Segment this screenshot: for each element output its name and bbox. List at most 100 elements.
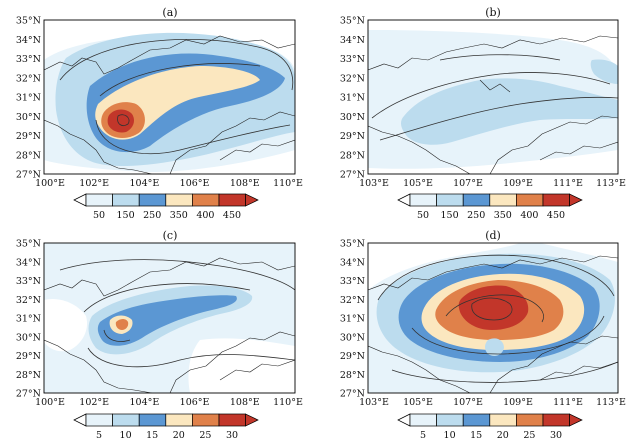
lat-labels: 35°N 34°N 33°N 32°N 31°N 30°N 29°N 28°N … (16, 239, 41, 400)
lat-label: 29°N (16, 351, 41, 362)
colorbar-label: 450 (547, 210, 565, 221)
colorbar-label: 25 (523, 430, 535, 441)
colorbar: 50 150 250 350 400 450 (397, 193, 583, 221)
lat-label: 30°N (16, 332, 41, 343)
panel-b: (b) 35°N 34°N 33°N 32°N 31°N 30°N 29°N 2… (340, 6, 626, 221)
lat-label: 30°N (340, 112, 365, 123)
lon-label: 111°E (553, 397, 583, 408)
lon-label: 113°E (596, 178, 626, 189)
colorbar-label: 5 (96, 430, 102, 441)
lat-label: 33°N (340, 54, 365, 65)
map-field (368, 20, 618, 174)
colorbar: 5 10 15 20 25 30 (397, 413, 583, 441)
colorbar-label: 250 (467, 210, 485, 221)
colorbar-label: 50 (93, 210, 105, 221)
lon-label: 100°E (35, 397, 65, 408)
colorbar-label: 450 (223, 210, 241, 221)
lat-label: 35°N (340, 16, 365, 27)
lat-label: 27°N (16, 170, 41, 181)
map-field (368, 243, 618, 393)
lon-label: 105°E (403, 397, 433, 408)
colorbar: 5 10 15 20 25 30 (73, 413, 259, 441)
lon-label: 107°E (453, 178, 483, 189)
lon-labels: 100°E 102°E 104°E 106°E 108°E 110°E (35, 178, 303, 189)
lat-label: 32°N (340, 73, 365, 84)
colorbar-label: 30 (226, 430, 238, 441)
lon-label: 111°E (553, 178, 583, 189)
lon-label: 108°E (230, 178, 260, 189)
lat-label: 29°N (16, 131, 41, 142)
lat-label: 33°N (16, 276, 41, 287)
colorbar-label: 50 (417, 210, 429, 221)
lat-label: 30°N (340, 332, 365, 343)
lat-label: 30°N (16, 112, 41, 123)
lat-label: 31°N (340, 93, 365, 104)
map-field (44, 20, 295, 174)
lat-label: 27°N (340, 170, 365, 181)
lat-label: 28°N (340, 370, 365, 381)
lat-label: 33°N (340, 276, 365, 287)
lon-label: 106°E (180, 178, 210, 189)
lon-label: 103°E (359, 397, 389, 408)
lon-label: 102°E (79, 178, 109, 189)
panel-c: (c) 35°N 34°N 33°N 32°N 31°N 30°N (16, 229, 303, 441)
colorbar-label: 400 (520, 210, 538, 221)
colorbar-label: 400 (196, 210, 214, 221)
colorbar-label: 10 (444, 430, 456, 441)
lat-labels: 35°N 34°N 33°N 32°N 31°N 30°N 29°N 28°N … (16, 16, 41, 181)
lon-label: 105°E (403, 178, 433, 189)
lon-label: 109°E (503, 178, 533, 189)
lat-label: 31°N (16, 93, 41, 104)
lon-label: 113°E (596, 397, 626, 408)
lat-label: 34°N (340, 257, 365, 268)
lat-label: 28°N (340, 150, 365, 161)
lat-label: 35°N (340, 239, 365, 250)
colorbar-label: 15 (470, 430, 482, 441)
lat-label: 28°N (16, 370, 41, 381)
lat-label: 29°N (340, 351, 365, 362)
lat-label: 31°N (16, 314, 41, 325)
lat-label: 31°N (340, 314, 365, 325)
lon-label: 104°E (129, 397, 159, 408)
colorbar-label: 5 (420, 430, 426, 441)
panel-label: (b) (485, 6, 501, 19)
lat-label: 35°N (16, 239, 41, 250)
lat-labels: 35°N 34°N 33°N 32°N 31°N 30°N 29°N 28°N … (340, 16, 365, 181)
map-field (44, 243, 295, 393)
panel-a: (a) 35°N 34°N 33°N 32°N 31°N 30°N (16, 6, 303, 221)
lon-label: 104°E (129, 178, 159, 189)
lat-label: 34°N (16, 257, 41, 268)
colorbar-label: 150 (117, 210, 135, 221)
panel-d: (d) 35°N 34°N 33°N 32°N (340, 229, 626, 441)
colorbar-label: 350 (170, 210, 188, 221)
colorbar-label: 250 (143, 210, 161, 221)
lat-label: 33°N (16, 54, 41, 65)
lat-label: 27°N (340, 389, 365, 400)
panel-label: (c) (163, 229, 178, 242)
lat-label: 34°N (16, 35, 41, 46)
lon-labels: 100°E 102°E 104°E 106°E 108°E 110°E (35, 397, 303, 408)
colorbar-label: 30 (550, 430, 562, 441)
lon-label: 102°E (79, 397, 109, 408)
colorbar-label: 150 (441, 210, 459, 221)
lon-labels: 103°E 105°E 107°E 109°E 111°E 113°E (359, 397, 626, 408)
lon-label: 107°E (453, 397, 483, 408)
colorbar-label: 15 (146, 430, 158, 441)
lat-label: 27°N (16, 389, 41, 400)
colorbar-label: 25 (199, 430, 211, 441)
lat-label: 32°N (16, 295, 41, 306)
lat-label: 34°N (340, 35, 365, 46)
lat-label: 32°N (16, 73, 41, 84)
colorbar-label: 350 (494, 210, 512, 221)
panel-label: (d) (485, 229, 501, 242)
lon-label: 110°E (273, 178, 303, 189)
lon-labels: 103°E 105°E 107°E 109°E 111°E 113°E (359, 178, 626, 189)
lon-label: 100°E (35, 178, 65, 189)
lon-label: 103°E (359, 178, 389, 189)
colorbar: 50 150 250 350 400 450 (73, 193, 259, 221)
colorbar-label: 10 (120, 430, 132, 441)
lon-label: 108°E (230, 397, 260, 408)
panel-label: (a) (162, 6, 177, 19)
lon-label: 106°E (180, 397, 210, 408)
